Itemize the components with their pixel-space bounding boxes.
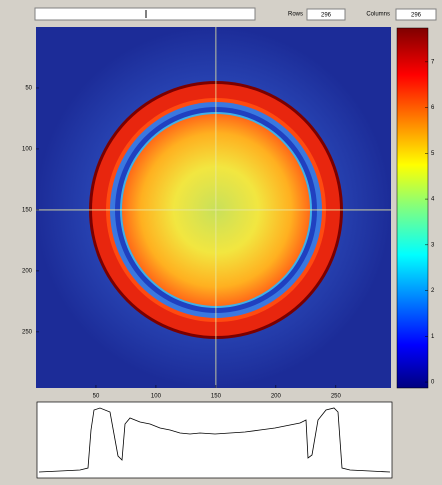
colorbar-tick-label: 3 xyxy=(431,242,435,248)
colorbar-tick-label: 0 xyxy=(431,380,435,386)
y-tick-label: 250 xyxy=(22,329,33,335)
y-tick-label: 200 xyxy=(22,268,33,274)
colorbar-tick-label: 1 xyxy=(431,334,435,340)
colorbar-tick-label: 4 xyxy=(431,197,435,203)
x-tick-label: 50 xyxy=(93,394,100,400)
x-tick-label: 250 xyxy=(331,394,342,400)
rows-input[interactable] xyxy=(306,8,346,21)
colorbar-tick-label: 7 xyxy=(431,59,435,65)
colorbar-tick-label: 6 xyxy=(431,105,435,111)
rows-value: 296 xyxy=(321,13,332,19)
columns-value: 296 xyxy=(411,13,422,19)
columns-input[interactable] xyxy=(395,8,437,21)
y-tick-label: 100 xyxy=(22,147,33,153)
colorbar-tick-label: 2 xyxy=(431,288,435,294)
x-tick-label: 150 xyxy=(211,394,222,400)
slider[interactable] xyxy=(34,7,256,21)
colorbar-tick-label: 5 xyxy=(431,151,435,157)
columns-label: Columns xyxy=(366,12,390,18)
profile-line xyxy=(38,407,391,473)
heatmap xyxy=(36,27,391,388)
x-tick-label: 200 xyxy=(271,394,282,400)
rows-label: Rows xyxy=(288,12,303,18)
x-tick-label: 100 xyxy=(151,394,162,400)
y-tick-label: 150 xyxy=(22,208,33,214)
y-tick-label: 50 xyxy=(25,86,32,92)
colorbar xyxy=(396,27,429,389)
profile-plot xyxy=(36,401,393,479)
